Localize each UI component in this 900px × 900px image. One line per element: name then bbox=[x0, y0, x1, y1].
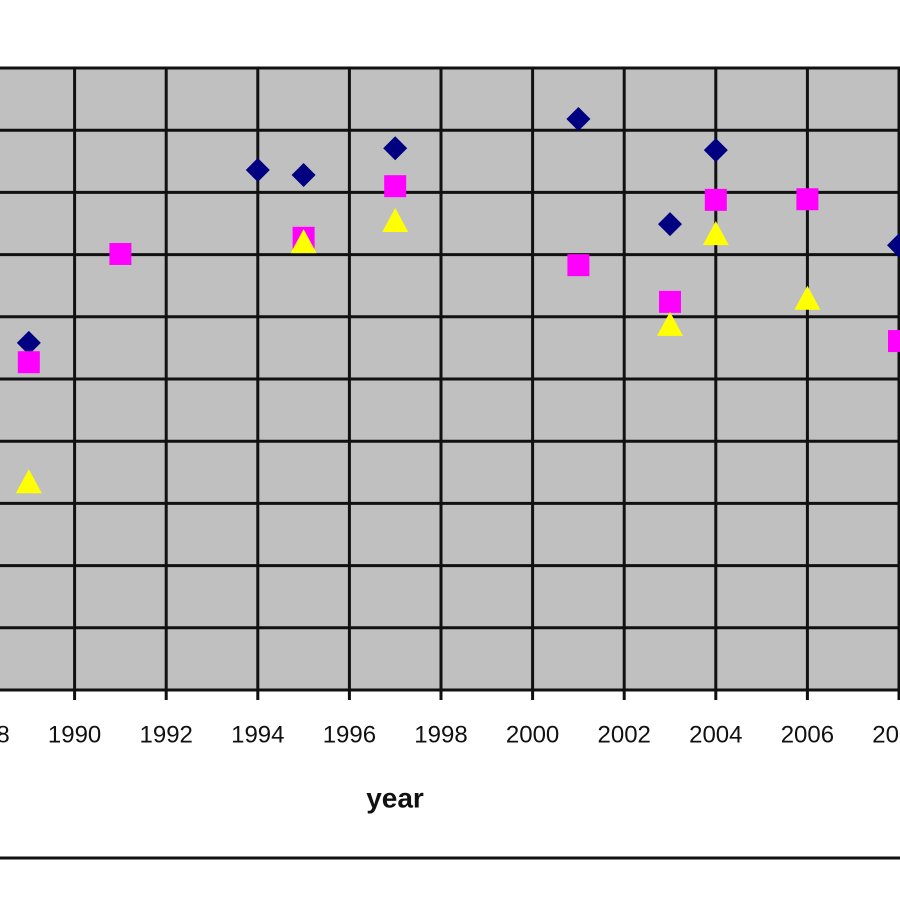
data-point bbox=[567, 254, 590, 277]
data-point bbox=[659, 290, 681, 313]
data-point bbox=[15, 469, 42, 494]
data-point bbox=[702, 221, 729, 246]
x-tick-label: 1988 bbox=[0, 721, 10, 748]
data-point bbox=[16, 330, 41, 355]
data-point bbox=[109, 242, 132, 265]
data-point bbox=[796, 188, 819, 211]
data-point bbox=[794, 285, 821, 310]
x-tick-label: 2008 bbox=[872, 721, 900, 748]
data-point bbox=[383, 136, 408, 161]
data-point bbox=[657, 311, 683, 336]
data-point bbox=[704, 188, 727, 211]
data-point bbox=[658, 212, 682, 237]
data-point bbox=[245, 158, 270, 183]
data-point bbox=[703, 138, 728, 163]
x-tick-label: 1994 bbox=[231, 721, 284, 748]
data-point bbox=[888, 330, 900, 353]
x-tick-label: 2000 bbox=[506, 721, 559, 748]
x-axis-title: year bbox=[366, 782, 424, 813]
x-tick-label: 1998 bbox=[414, 721, 467, 748]
x-tick-label: 2006 bbox=[781, 721, 834, 748]
data-point bbox=[290, 229, 317, 254]
data-point bbox=[291, 162, 316, 187]
data-point bbox=[17, 351, 40, 374]
x-tick-label: 1990 bbox=[48, 721, 101, 748]
x-tick-label: 1996 bbox=[323, 721, 376, 748]
x-tick-label: 1992 bbox=[140, 721, 193, 748]
x-tick-label: 2004 bbox=[689, 721, 742, 748]
data-point bbox=[384, 175, 407, 198]
data-point bbox=[566, 107, 591, 132]
x-tick-label: 2002 bbox=[598, 721, 651, 748]
data-point bbox=[382, 208, 409, 233]
data-point bbox=[887, 233, 900, 258]
